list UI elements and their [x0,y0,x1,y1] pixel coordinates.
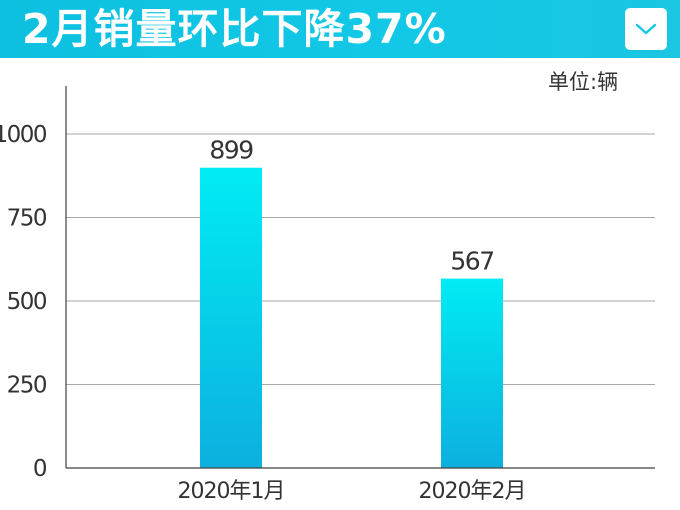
y-tick-label: 250 [7,373,47,399]
y-tick-label: 500 [7,289,47,315]
data-label: 899 [209,136,253,165]
dropdown-button[interactable] [625,8,667,50]
bar [200,167,262,468]
y-tick-label: 1000 [0,122,47,148]
y-tick-label: 0 [33,456,47,482]
x-tick-label: 2020年1月 [178,479,285,504]
bar [441,278,503,468]
chevron-down-icon [635,23,657,35]
title-banner: 2月销量环比下降37% [0,0,680,58]
data-label: 567 [450,247,493,276]
y-tick-label: 750 [7,206,47,232]
unit-label: 单位:辆 [548,70,619,94]
chart-title: 2月销量环比下降37% [22,5,447,53]
x-tick-label: 2020年2月 [419,479,526,504]
